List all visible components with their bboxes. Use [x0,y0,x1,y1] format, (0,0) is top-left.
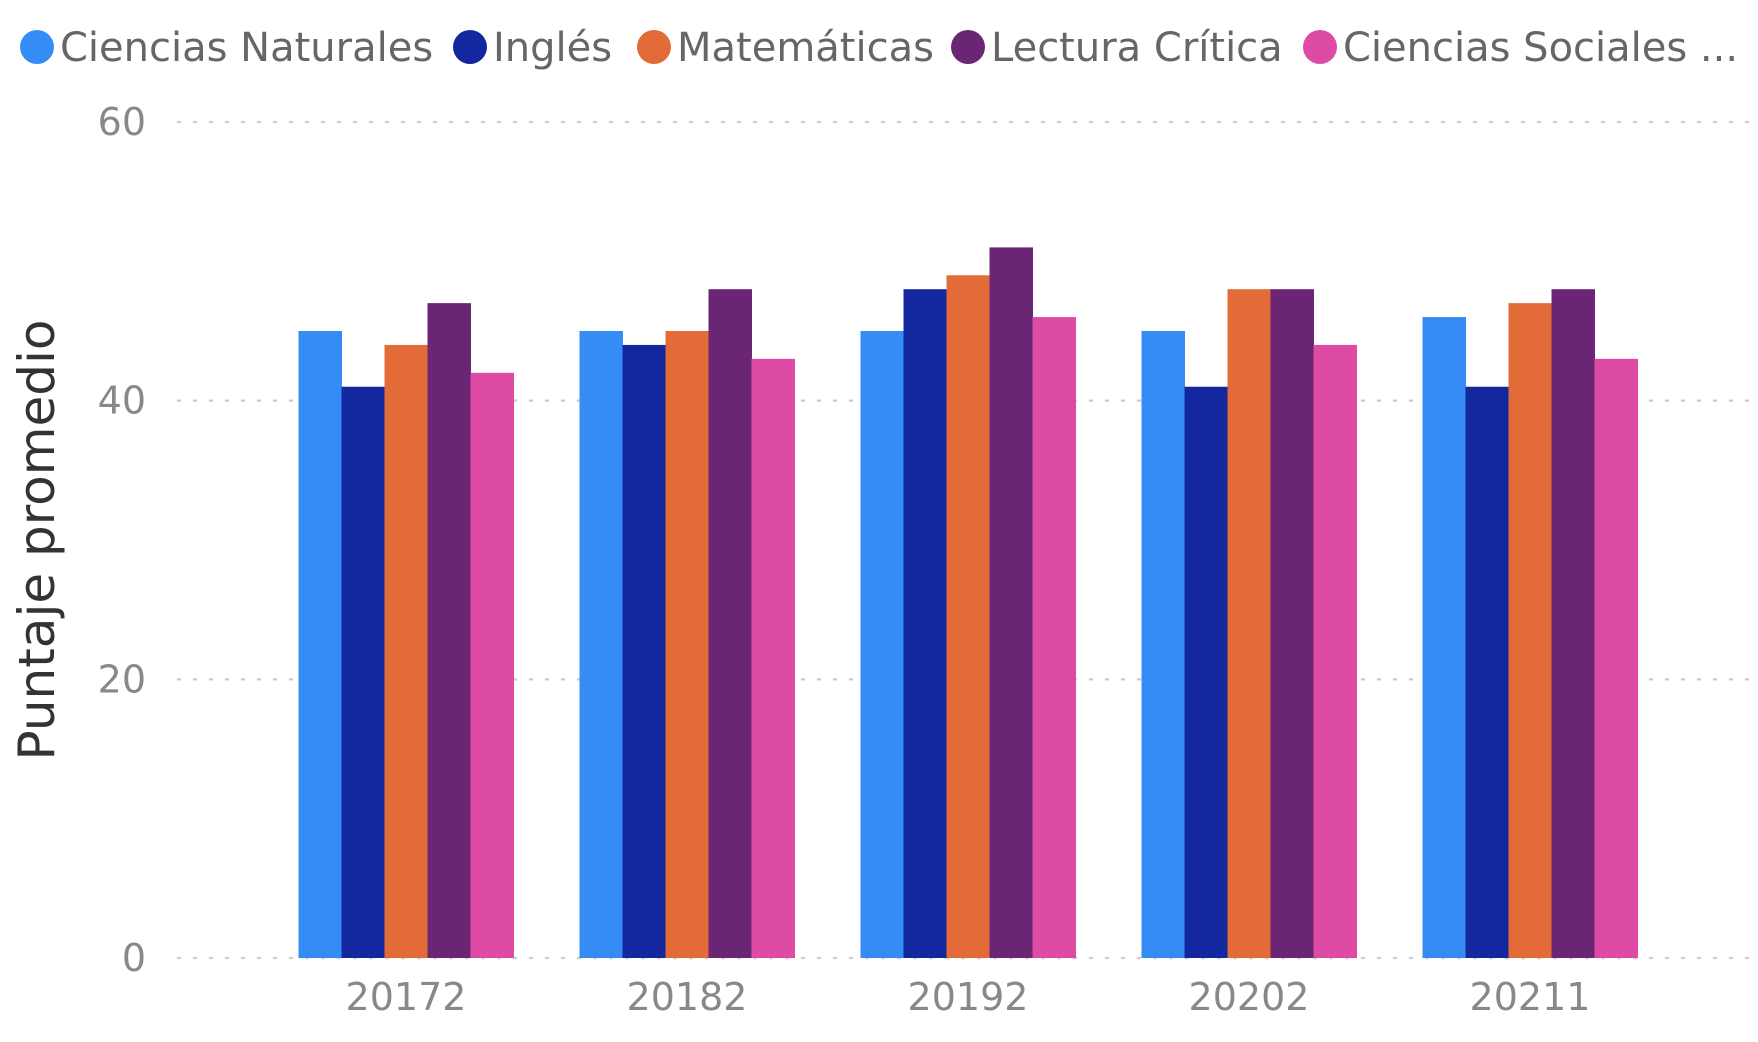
bar[interactable] [427,303,472,959]
x-tick-label: 20192 [908,975,1029,1019]
bar-series [298,247,1639,959]
bar[interactable] [1594,358,1639,958]
bar[interactable] [298,331,343,958]
legend-label: Ciencias Naturales [60,25,433,71]
y-tick-label: 40 [98,379,146,423]
legend-item[interactable]: Ciencias Naturales [20,25,433,71]
bar[interactable] [860,331,905,958]
legend-marker [637,30,671,64]
series-matem-ticas [384,275,1553,959]
y-tick-label: 20 [98,657,146,701]
legend-item[interactable]: Inglés [453,25,612,71]
legend-label: Matemáticas [677,25,934,71]
chart-legend[interactable]: Ciencias Naturales Inglés Matemáticas Lectu… [20,25,1738,71]
bar[interactable] [1465,386,1510,958]
x-axis-ticks: 20172 20182 20192 20202 20211 [346,975,1591,1019]
bar[interactable] [1508,303,1553,959]
y-axis-ticks: 0 20 40 60 [98,100,146,980]
legend-label: Inglés [493,25,612,71]
legend-marker [453,30,487,64]
y-tick-label: 0 [122,936,146,980]
x-tick-label: 20202 [1189,975,1310,1019]
bar[interactable] [1422,317,1467,959]
bar[interactable] [1141,331,1186,958]
bar[interactable] [579,331,624,958]
y-axis-label: Puntaje promedio [8,320,66,761]
legend-item[interactable]: Ciencias Sociales ... [1303,25,1738,71]
series-ciencias-naturales [298,317,1467,959]
bar[interactable] [341,386,386,958]
legend-label: Lectura Crítica [991,25,1283,71]
series-ingl-s [341,289,1510,958]
y-tick-label: 60 [98,100,146,144]
bar[interactable] [946,275,991,958]
bar[interactable] [665,331,710,958]
bar[interactable] [1551,289,1596,958]
x-tick-label: 20182 [627,975,748,1019]
bar[interactable] [1227,289,1272,958]
series-ciencias-sociales [470,317,1639,959]
bar[interactable] [1270,289,1315,958]
legend-item[interactable]: Lectura Crítica [951,25,1283,71]
x-tick-label: 20172 [346,975,467,1019]
bar[interactable] [622,344,667,958]
bar[interactable] [751,358,796,958]
bar[interactable] [708,289,753,958]
series-lectura-cr-tica [427,247,1596,959]
bar[interactable] [1032,317,1077,959]
bar[interactable] [470,372,515,958]
legend-item[interactable]: Matemáticas [637,25,934,71]
x-tick-label: 20211 [1470,975,1591,1019]
bar[interactable] [989,247,1034,958]
bar[interactable] [384,344,429,958]
legend-label: Ciencias Sociales ... [1343,25,1738,71]
legend-marker [1303,30,1337,64]
legend-marker [20,30,54,64]
bar[interactable] [1184,386,1229,958]
bar[interactable] [903,289,948,958]
bar[interactable] [1313,344,1358,958]
legend-marker [951,30,985,64]
